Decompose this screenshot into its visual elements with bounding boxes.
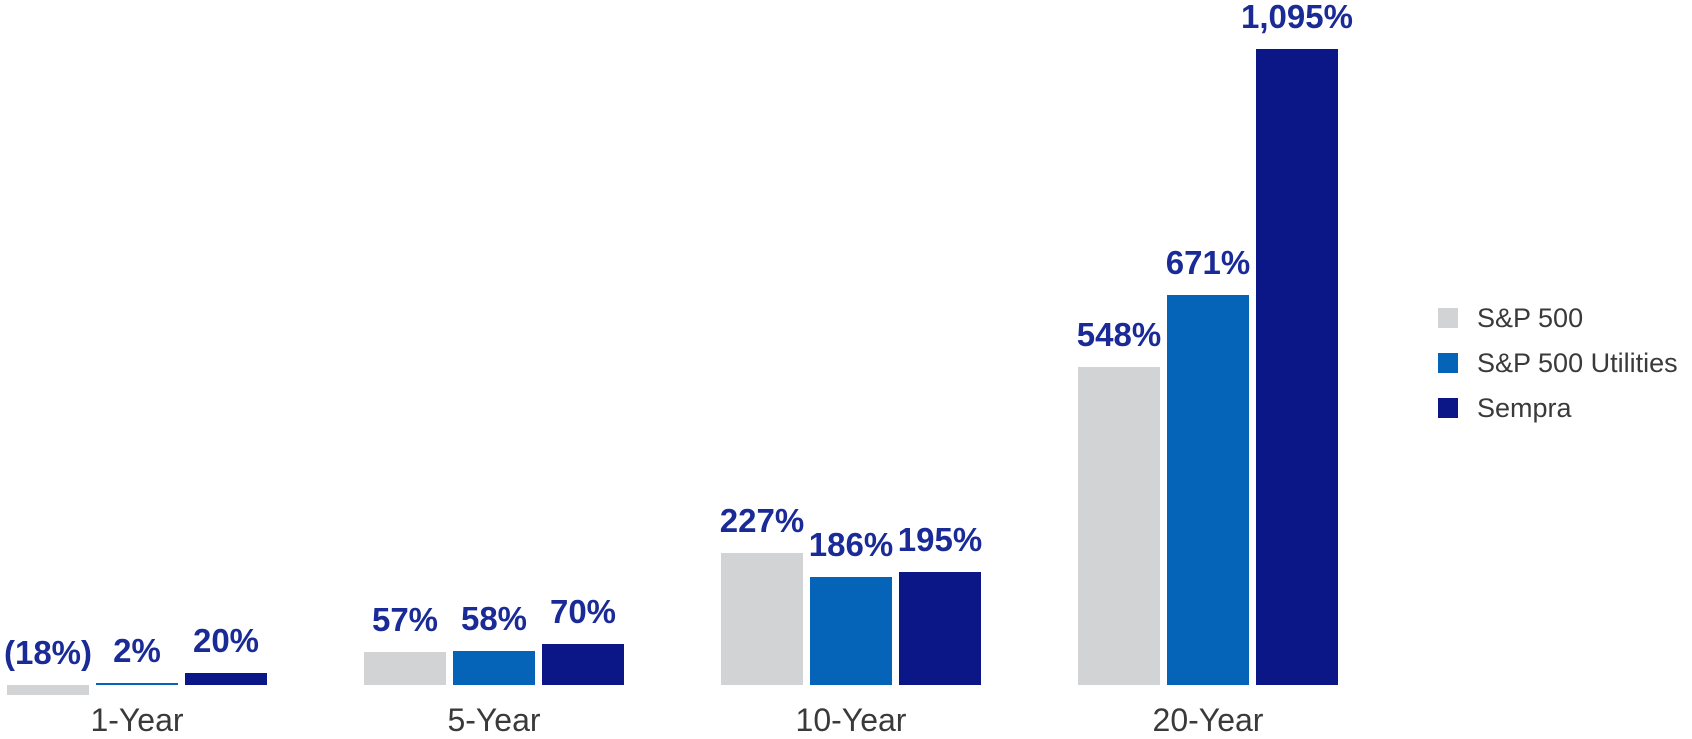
bar-s-p-500-utilities-1-year — [96, 683, 178, 685]
bar-sempra-5-year — [542, 644, 624, 685]
bar-s-p-500-utilities-10-year — [810, 577, 892, 685]
legend-swatch-sempra — [1438, 398, 1458, 418]
bar-value-label-s-p-500-utilities-1-year: 2% — [113, 632, 161, 669]
bar-value-label-s-p-500-1-year: (18%) — [3, 634, 93, 671]
bar-s-p-500-10-year — [721, 553, 803, 685]
legend-item-sempra: Sempra — [1438, 393, 1678, 423]
bar-s-p-500-5-year — [364, 652, 446, 685]
bar-s-p-500-20-year — [1078, 367, 1160, 685]
legend-swatch-sp500 — [1438, 308, 1458, 328]
legend-label-sp500-utilities: S&P 500 Utilities — [1477, 347, 1678, 378]
legend-label-sempra: Sempra — [1477, 392, 1572, 423]
bar-value-label-s-p-500-5-year: 57% — [371, 601, 439, 638]
legend: S&P 500 S&P 500 Utilities Sempra — [1438, 303, 1678, 438]
bar-value-label-s-p-500-utilities-10-year: 186% — [808, 526, 894, 563]
bar-value-label-sempra-10-year: 195% — [897, 521, 983, 558]
bar-sempra-1-year — [185, 673, 267, 685]
category-label-1-year: 1-Year — [90, 702, 184, 738]
bar-s-p-500-1-year — [7, 685, 89, 695]
bar-value-label-s-p-500-utilities-20-year: 671% — [1165, 244, 1251, 281]
bar-value-label-sempra-1-year: 20% — [192, 622, 260, 659]
bar-sempra-10-year — [899, 572, 981, 685]
bar-value-label-s-p-500-10-year: 227% — [719, 502, 805, 539]
bar-s-p-500-utilities-5-year — [453, 651, 535, 685]
legend-item-sp500-utilities: S&P 500 Utilities — [1438, 348, 1678, 378]
bar-value-label-s-p-500-20-year: 548% — [1076, 316, 1162, 353]
category-label-5-year: 5-Year — [447, 702, 541, 738]
bar-value-label-s-p-500-utilities-5-year: 58% — [460, 600, 528, 637]
legend-label-sp500: S&P 500 — [1477, 302, 1584, 333]
category-label-10-year: 10-Year — [795, 702, 907, 738]
bar-sempra-20-year — [1256, 49, 1338, 685]
bar-value-label-sempra-5-year: 70% — [549, 593, 617, 630]
category-label-20-year: 20-Year — [1152, 702, 1264, 738]
legend-swatch-sp500-utilities — [1438, 353, 1458, 373]
bar-s-p-500-utilities-20-year — [1167, 295, 1249, 685]
legend-item-sp500: S&P 500 — [1438, 303, 1678, 333]
bar-value-label-sempra-20-year: 1,095% — [1241, 0, 1353, 35]
